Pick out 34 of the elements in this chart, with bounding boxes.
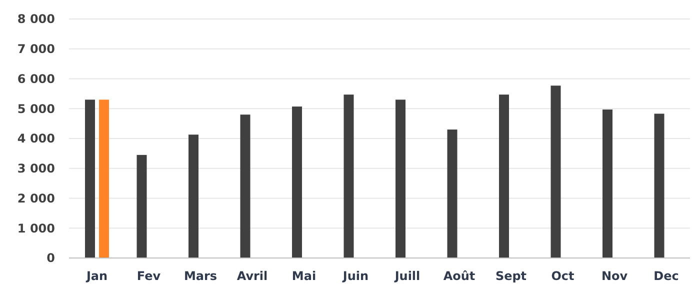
x-tick-label: Avril	[236, 269, 268, 283]
y-tick-label: 7 000	[17, 42, 55, 56]
x-tick-label: Mai	[292, 269, 316, 283]
bar	[99, 100, 109, 258]
y-tick-label: 3 000	[17, 162, 55, 176]
bar	[396, 100, 406, 258]
x-tick-label: Dec	[654, 269, 679, 283]
bar	[447, 130, 458, 258]
y-tick-label: 6 000	[17, 72, 55, 86]
bar	[240, 114, 250, 258]
x-tick-label: Juin	[342, 269, 369, 283]
bar	[85, 100, 95, 258]
bar	[136, 154, 147, 258]
bar	[499, 94, 509, 258]
y-tick-label: 0	[46, 251, 55, 266]
bar	[654, 114, 664, 258]
x-tick-label: Août	[443, 269, 476, 283]
y-tick-label: 4 000	[17, 132, 55, 146]
x-tick-label: Juill	[394, 269, 420, 283]
x-tick-label: Jan	[85, 269, 108, 283]
bar	[292, 106, 302, 258]
x-tick-label: Nov	[601, 269, 628, 283]
bar	[344, 94, 354, 258]
y-tick-label: 5 000	[17, 102, 55, 116]
x-tick-label: Oct	[551, 269, 575, 283]
bar	[602, 110, 612, 258]
x-tick-label: Mars	[184, 269, 218, 283]
x-tick-label: Sept	[495, 269, 527, 283]
bar	[188, 134, 198, 258]
bar	[550, 86, 561, 258]
x-tick-label: Fev	[136, 269, 161, 283]
y-tick-label: 1 000	[17, 221, 55, 236]
y-tick-label: 2 000	[17, 191, 55, 206]
y-tick-label: 8 000	[17, 12, 55, 26]
